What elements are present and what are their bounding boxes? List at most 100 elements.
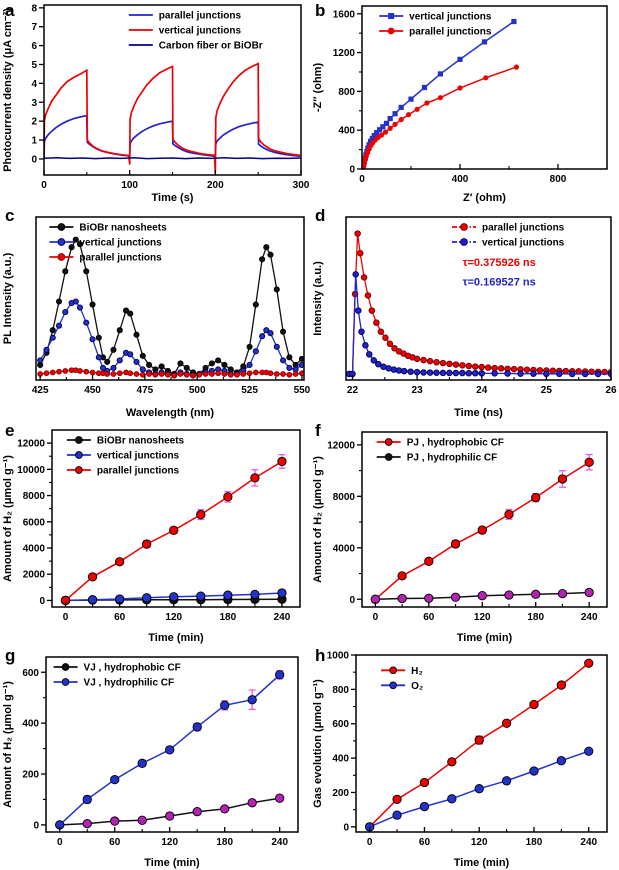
svg-text:120: 120: [471, 837, 488, 848]
panel-g: g 0 60 120 180 240 0 200 400 600 Time (min) Amount…: [0, 645, 310, 870]
svg-text:2000: 2000: [23, 570, 46, 581]
chart-trpl-decay: 22 23 24 25 26 Time (ns) Intensity (a.u.) paral…: [312, 216, 617, 419]
svg-text:vertical junctions: vertical junctions: [482, 238, 565, 249]
chart-eis-nyquist: 0 400 800 0 400 800 1200 1600 Z′ (ohm) -Z″ (ohm) v…: [312, 5, 608, 204]
svg-text:Amount of H₂ (μmol g⁻¹): Amount of H₂ (μmol g⁻¹): [2, 455, 14, 582]
svg-text:0: 0: [39, 596, 45, 607]
svg-text:-Z″ (ohm): -Z″ (ohm): [312, 63, 324, 113]
svg-text:200: 200: [332, 788, 349, 799]
svg-text:200: 200: [207, 180, 224, 191]
svg-text:240: 240: [580, 837, 597, 848]
svg-text:400: 400: [332, 754, 349, 765]
panel-f: f 0 60 120 180 240 0 4000 8000 12000 Time (min) Am…: [310, 420, 619, 645]
chart-pl-spectra: 425 450 475 500 525 550 Wavelength (nm) PL Inte…: [2, 216, 310, 419]
svg-text:vertical junctions: vertical junctions: [97, 451, 180, 462]
svg-text:23: 23: [412, 385, 424, 396]
svg-text:180: 180: [527, 612, 544, 623]
panel-letter-a: a: [5, 1, 15, 20]
svg-text:8: 8: [31, 3, 37, 14]
panel-letter-c: c: [5, 206, 15, 225]
svg-text:τ=0.169527 ns: τ=0.169527 ns: [463, 276, 536, 288]
svg-text:8000: 8000: [333, 492, 356, 503]
svg-text:400: 400: [452, 174, 469, 185]
svg-text:parallel junctions: parallel junctions: [97, 466, 180, 477]
svg-text:300: 300: [293, 180, 309, 191]
svg-text:PJ , hydrophobic CF: PJ , hydrophobic CF: [407, 438, 504, 449]
svg-text:0: 0: [367, 837, 373, 848]
svg-text:450: 450: [84, 385, 101, 396]
svg-text:6: 6: [31, 41, 37, 52]
svg-text:VJ , hydrophobic CF: VJ , hydrophobic CF: [84, 663, 181, 674]
svg-text:26: 26: [605, 385, 617, 396]
svg-text:parallel junctions: parallel junctions: [409, 27, 492, 38]
svg-text:525: 525: [241, 385, 258, 396]
svg-text:Time (ns): Time (ns): [454, 407, 503, 419]
svg-text:475: 475: [137, 385, 154, 396]
panel-letter-d: d: [315, 206, 326, 225]
svg-text:400: 400: [22, 719, 39, 730]
panel-letter-e: e: [5, 421, 15, 440]
svg-text:240: 240: [271, 837, 288, 848]
svg-text:parallel junctions: parallel junctions: [79, 253, 162, 264]
svg-text:4: 4: [31, 79, 37, 90]
panel-c: c 425 450 475 500 525 550 Wavelength (nm) PL In…: [0, 205, 310, 420]
svg-text:120: 120: [474, 612, 491, 623]
svg-text:vertical junctions: vertical junctions: [159, 26, 242, 37]
svg-text:120: 120: [165, 612, 182, 623]
svg-text:425: 425: [32, 385, 49, 396]
svg-text:5: 5: [31, 60, 37, 71]
svg-text:12000: 12000: [327, 440, 355, 451]
chart-h2-vj-cf: 0 60 120 180 240 0 200 400 600 Time (min) Amount o…: [2, 656, 299, 869]
svg-text:Time (min): Time (min): [144, 857, 200, 869]
panel-d: d 22 23 24 25 26 Time (ns) Intensity (a.u.) par…: [310, 205, 619, 420]
svg-text:0: 0: [57, 837, 63, 848]
svg-text:0: 0: [359, 174, 365, 185]
panel-letter-f: f: [315, 421, 321, 440]
svg-text:120: 120: [161, 837, 178, 848]
svg-text:0: 0: [349, 595, 355, 606]
svg-text:1000: 1000: [327, 651, 350, 662]
svg-text:VJ , hydrophilic CF: VJ , hydrophilic CF: [84, 678, 175, 689]
svg-text:Time (min): Time (min): [457, 632, 513, 644]
svg-text:Time (s): Time (s): [152, 192, 194, 204]
svg-text:550: 550: [294, 385, 310, 396]
svg-text:60: 60: [109, 837, 121, 848]
svg-text:0: 0: [33, 820, 39, 831]
svg-text:BiOBr nanosheets: BiOBr nanosheets: [79, 223, 167, 234]
svg-text:0: 0: [343, 822, 349, 833]
svg-text:PJ , hydrophilic CF: PJ , hydrophilic CF: [407, 453, 498, 464]
panel-letter-b: b: [315, 1, 326, 20]
panel-b: b 0 400 800 0 400 800 1200 1600 Z′ (ohm) -Z″ (ohm…: [310, 0, 619, 205]
svg-text:24: 24: [476, 385, 488, 396]
svg-text:3: 3: [31, 98, 37, 109]
panel-e: e 0 60 120 180 240 0 2000 4000 6000 8000 10000 1200…: [0, 420, 310, 645]
svg-text:O₂: O₂: [411, 681, 423, 692]
chart-h2-samples: 0 60 120 180 240 0 2000 4000 6000 8000 10000 12000 T…: [2, 429, 301, 644]
chart-gas-evolution: 0 60 120 180 240 0 200 400 600 800 1000 Time (min) G…: [312, 651, 608, 869]
svg-text:12000: 12000: [17, 439, 45, 450]
svg-text:PL Intensity (a.u.): PL Intensity (a.u.): [2, 252, 14, 344]
svg-text:600: 600: [22, 668, 39, 679]
svg-text:180: 180: [220, 612, 237, 623]
svg-text:Amount of H₂ (μmol g⁻¹): Amount of H₂ (μmol g⁻¹): [312, 456, 324, 583]
svg-text:H₂: H₂: [411, 666, 423, 677]
svg-text:4000: 4000: [23, 544, 46, 555]
chart-h2-pj-cf: 0 60 120 180 240 0 4000 8000 12000 Time (min) Amou…: [312, 431, 608, 644]
svg-text:4000: 4000: [333, 543, 356, 554]
svg-text:400: 400: [338, 126, 355, 137]
svg-text:60: 60: [423, 612, 435, 623]
svg-text:0: 0: [31, 154, 37, 165]
svg-text:22: 22: [347, 385, 359, 396]
svg-text:Wavelength (nm): Wavelength (nm): [126, 407, 215, 419]
svg-text:60: 60: [114, 612, 126, 623]
svg-text:1200: 1200: [333, 48, 356, 59]
svg-text:180: 180: [526, 837, 543, 848]
svg-text:10000: 10000: [17, 465, 45, 476]
svg-text:0: 0: [349, 165, 355, 176]
panel-letter-h: h: [315, 646, 326, 665]
svg-text:Amount of H₂ (μmol g⁻¹): Amount of H₂ (μmol g⁻¹): [2, 681, 14, 808]
svg-text:Time (min): Time (min): [148, 632, 204, 644]
svg-text:Gas evolution (μmol g⁻¹): Gas evolution (μmol g⁻¹): [312, 679, 324, 808]
chart-photocurrent: 0 100 200 300 0 1 2 3 4 5 6 7 8 Time (s) Photocurrent …: [2, 3, 310, 204]
